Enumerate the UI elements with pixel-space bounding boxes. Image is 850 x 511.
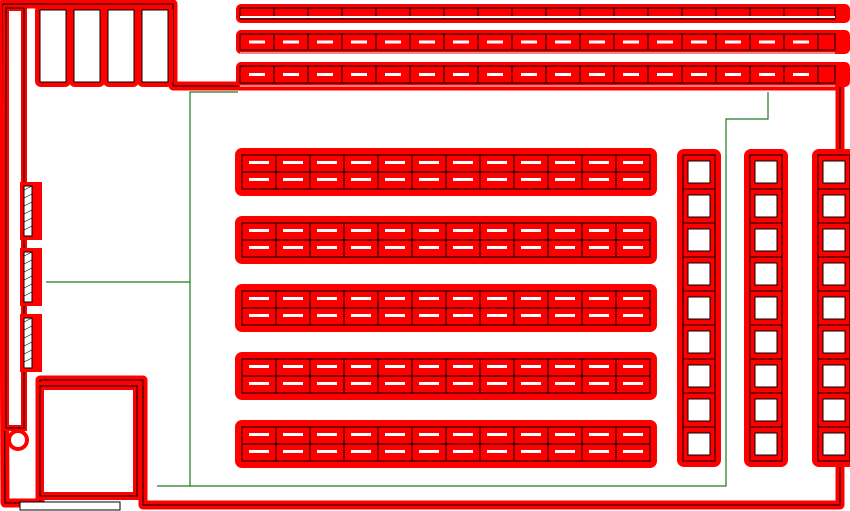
rack-row[interactable] <box>235 216 657 264</box>
storage-cell[interactable] <box>103 5 139 87</box>
rack-row[interactable] <box>235 420 657 468</box>
door-icon[interactable] <box>7 429 29 451</box>
rack-row[interactable] <box>236 30 850 54</box>
corner-cell-group <box>35 5 173 87</box>
rack-column[interactable] <box>744 149 788 467</box>
rack-column[interactable] <box>812 149 850 467</box>
door-icon[interactable] <box>20 248 42 306</box>
rack-row[interactable] <box>236 4 850 23</box>
rack-row[interactable] <box>235 352 657 400</box>
storage-cell[interactable] <box>69 5 105 87</box>
storage-cell[interactable] <box>137 5 173 87</box>
door-icon[interactable] <box>20 182 42 240</box>
rack-row[interactable] <box>236 62 850 87</box>
storage-cell[interactable] <box>35 5 71 87</box>
door-icon[interactable] <box>20 314 42 372</box>
top-rack-group <box>236 4 850 87</box>
rack-row[interactable] <box>235 284 657 332</box>
rack-column[interactable] <box>677 149 721 467</box>
horizontal-rack-group <box>235 148 657 468</box>
vertical-rack-group <box>677 149 850 467</box>
rack-row[interactable] <box>235 148 657 196</box>
door-group <box>20 182 42 372</box>
storage-room <box>19 382 141 511</box>
route-path <box>46 91 769 487</box>
